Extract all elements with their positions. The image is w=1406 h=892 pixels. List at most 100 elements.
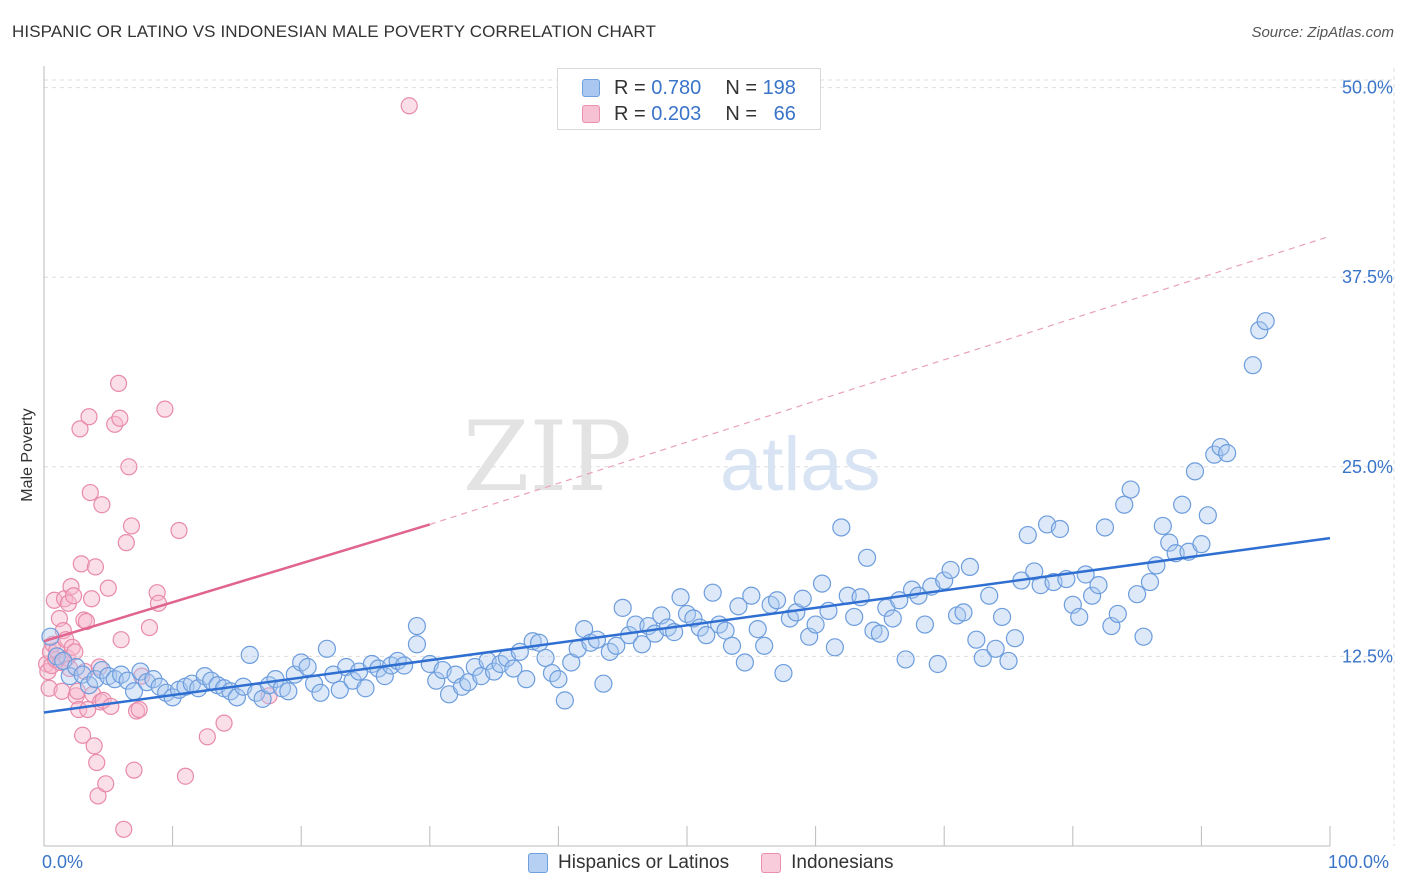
hispanics-point: [311, 683, 330, 702]
axes: [43, 66, 1331, 847]
hispanics-point: [504, 659, 523, 678]
hispanics-point: [793, 589, 812, 608]
hispanics-point: [279, 682, 298, 701]
hispanics-point: [986, 639, 1005, 658]
indonesians-point: [112, 631, 130, 649]
hispanics-point: [735, 653, 754, 672]
r-label: R =: [614, 76, 646, 99]
hispanics-point: [806, 615, 825, 634]
indonesians-point: [80, 408, 98, 426]
series-legend: Hispanics or Latinos Indonesians: [528, 852, 926, 874]
hispanics-point: [1089, 576, 1108, 595]
hispanics-point: [767, 591, 787, 610]
hispanics-point: [144, 670, 163, 689]
r-label: R =: [614, 102, 646, 125]
hispanics-point: [928, 654, 947, 674]
hispanics-point: [1185, 462, 1205, 481]
indonesians-point: [125, 761, 143, 779]
hispanics-point: [1250, 321, 1269, 340]
hispanics-point: [967, 630, 986, 649]
x-tick-label-min: 0.0%: [42, 852, 84, 872]
indonesians-point: [198, 728, 216, 746]
hispanics-trendline: [43, 536, 1331, 714]
hispanics-point: [1147, 556, 1166, 575]
indonesians-point: [71, 420, 89, 438]
hispanics-point: [530, 633, 549, 652]
hispanics-point: [1192, 535, 1211, 554]
indonesians-point: [93, 496, 111, 514]
indonesians-swatch: [582, 105, 600, 123]
hispanics-point: [1082, 586, 1102, 605]
hispanics-point: [1198, 506, 1217, 525]
indonesians-point: [73, 726, 92, 744]
hispanics-point: [67, 657, 86, 677]
legend-item-indonesians[interactable]: Indonesians: [761, 852, 894, 874]
hispanics-point: [1005, 629, 1025, 648]
hispanics-point: [755, 636, 774, 655]
hispanics-point: [594, 674, 613, 693]
hispanics-swatch: [582, 79, 600, 97]
watermark: ZIP atlas: [463, 401, 881, 513]
y-tick-label: 50.0%: [1342, 78, 1393, 98]
hispanics-point: [587, 630, 607, 649]
indonesians-point: [176, 767, 195, 785]
hispanics-point: [1160, 533, 1179, 552]
hispanics-legend-swatch: [528, 853, 548, 873]
hispanics-point: [427, 671, 446, 690]
hispanics-point: [227, 688, 246, 707]
hispanics-point: [980, 586, 999, 605]
y-tick-labels: 12.5% 25.0% 37.5% 50.0%: [1342, 78, 1393, 667]
hispanics-point: [330, 680, 349, 699]
indonesians-point: [86, 558, 105, 576]
legend-item-hispanics[interactable]: Hispanics or Latinos: [528, 852, 729, 874]
hispanics-point: [485, 662, 504, 681]
hispanics-point: [960, 557, 980, 577]
hispanics-point: [941, 560, 960, 580]
hispanics-point: [1134, 627, 1153, 646]
hispanics-point: [356, 679, 375, 698]
hispanics-point: [1108, 604, 1127, 624]
hispanics-point: [973, 648, 992, 668]
hispanics-point: [407, 616, 427, 636]
indonesians-legend-swatch: [761, 853, 782, 873]
indonesians-point: [109, 374, 128, 392]
hispanics-point: [992, 607, 1012, 627]
hispanics-point: [722, 636, 742, 655]
legend-label-hispanics: Hispanics or Latinos: [558, 852, 730, 873]
hispanics-point: [1173, 495, 1192, 514]
hispanics-point: [1050, 519, 1070, 539]
hispanics-point: [317, 639, 337, 658]
hispanics-point: [118, 671, 137, 690]
indonesians-point: [115, 820, 133, 838]
hispanics-point: [1018, 525, 1037, 545]
y-tick-label: 25.0%: [1342, 457, 1393, 477]
indonesians-point: [400, 97, 418, 115]
legend-label-indonesians: Indonesians: [791, 852, 894, 873]
hispanics-point: [407, 635, 427, 654]
indonesians-point: [170, 521, 188, 540]
indonesians-point: [140, 618, 159, 637]
hispanics-point: [240, 645, 259, 664]
hispanics-point: [870, 624, 890, 643]
hispanics-point: [857, 548, 877, 567]
hispanics-point: [915, 615, 935, 634]
y-tick-label: 37.5%: [1342, 267, 1393, 287]
trendlines: [43, 235, 1331, 714]
y-tick-label: 12.5%: [1342, 646, 1393, 666]
hispanics-point: [613, 598, 632, 617]
hispanics-point: [632, 635, 652, 654]
hispanics-point: [883, 609, 902, 628]
indonesians-point: [97, 775, 115, 793]
r-value-indonesians: 0.203: [651, 102, 702, 125]
n-label: N =: [725, 102, 757, 125]
n-value-indonesians: 66: [773, 102, 796, 125]
indonesians-point: [130, 700, 148, 719]
hispanics-point: [812, 574, 832, 593]
indonesians-trendline: [43, 523, 431, 643]
hispanics-point: [703, 583, 722, 602]
hispanics-point: [1070, 607, 1089, 627]
indonesians-point: [63, 638, 81, 656]
hispanics-point: [1095, 518, 1115, 537]
hispanics-point: [774, 663, 793, 683]
n-value-hispanics: 198: [762, 76, 796, 99]
